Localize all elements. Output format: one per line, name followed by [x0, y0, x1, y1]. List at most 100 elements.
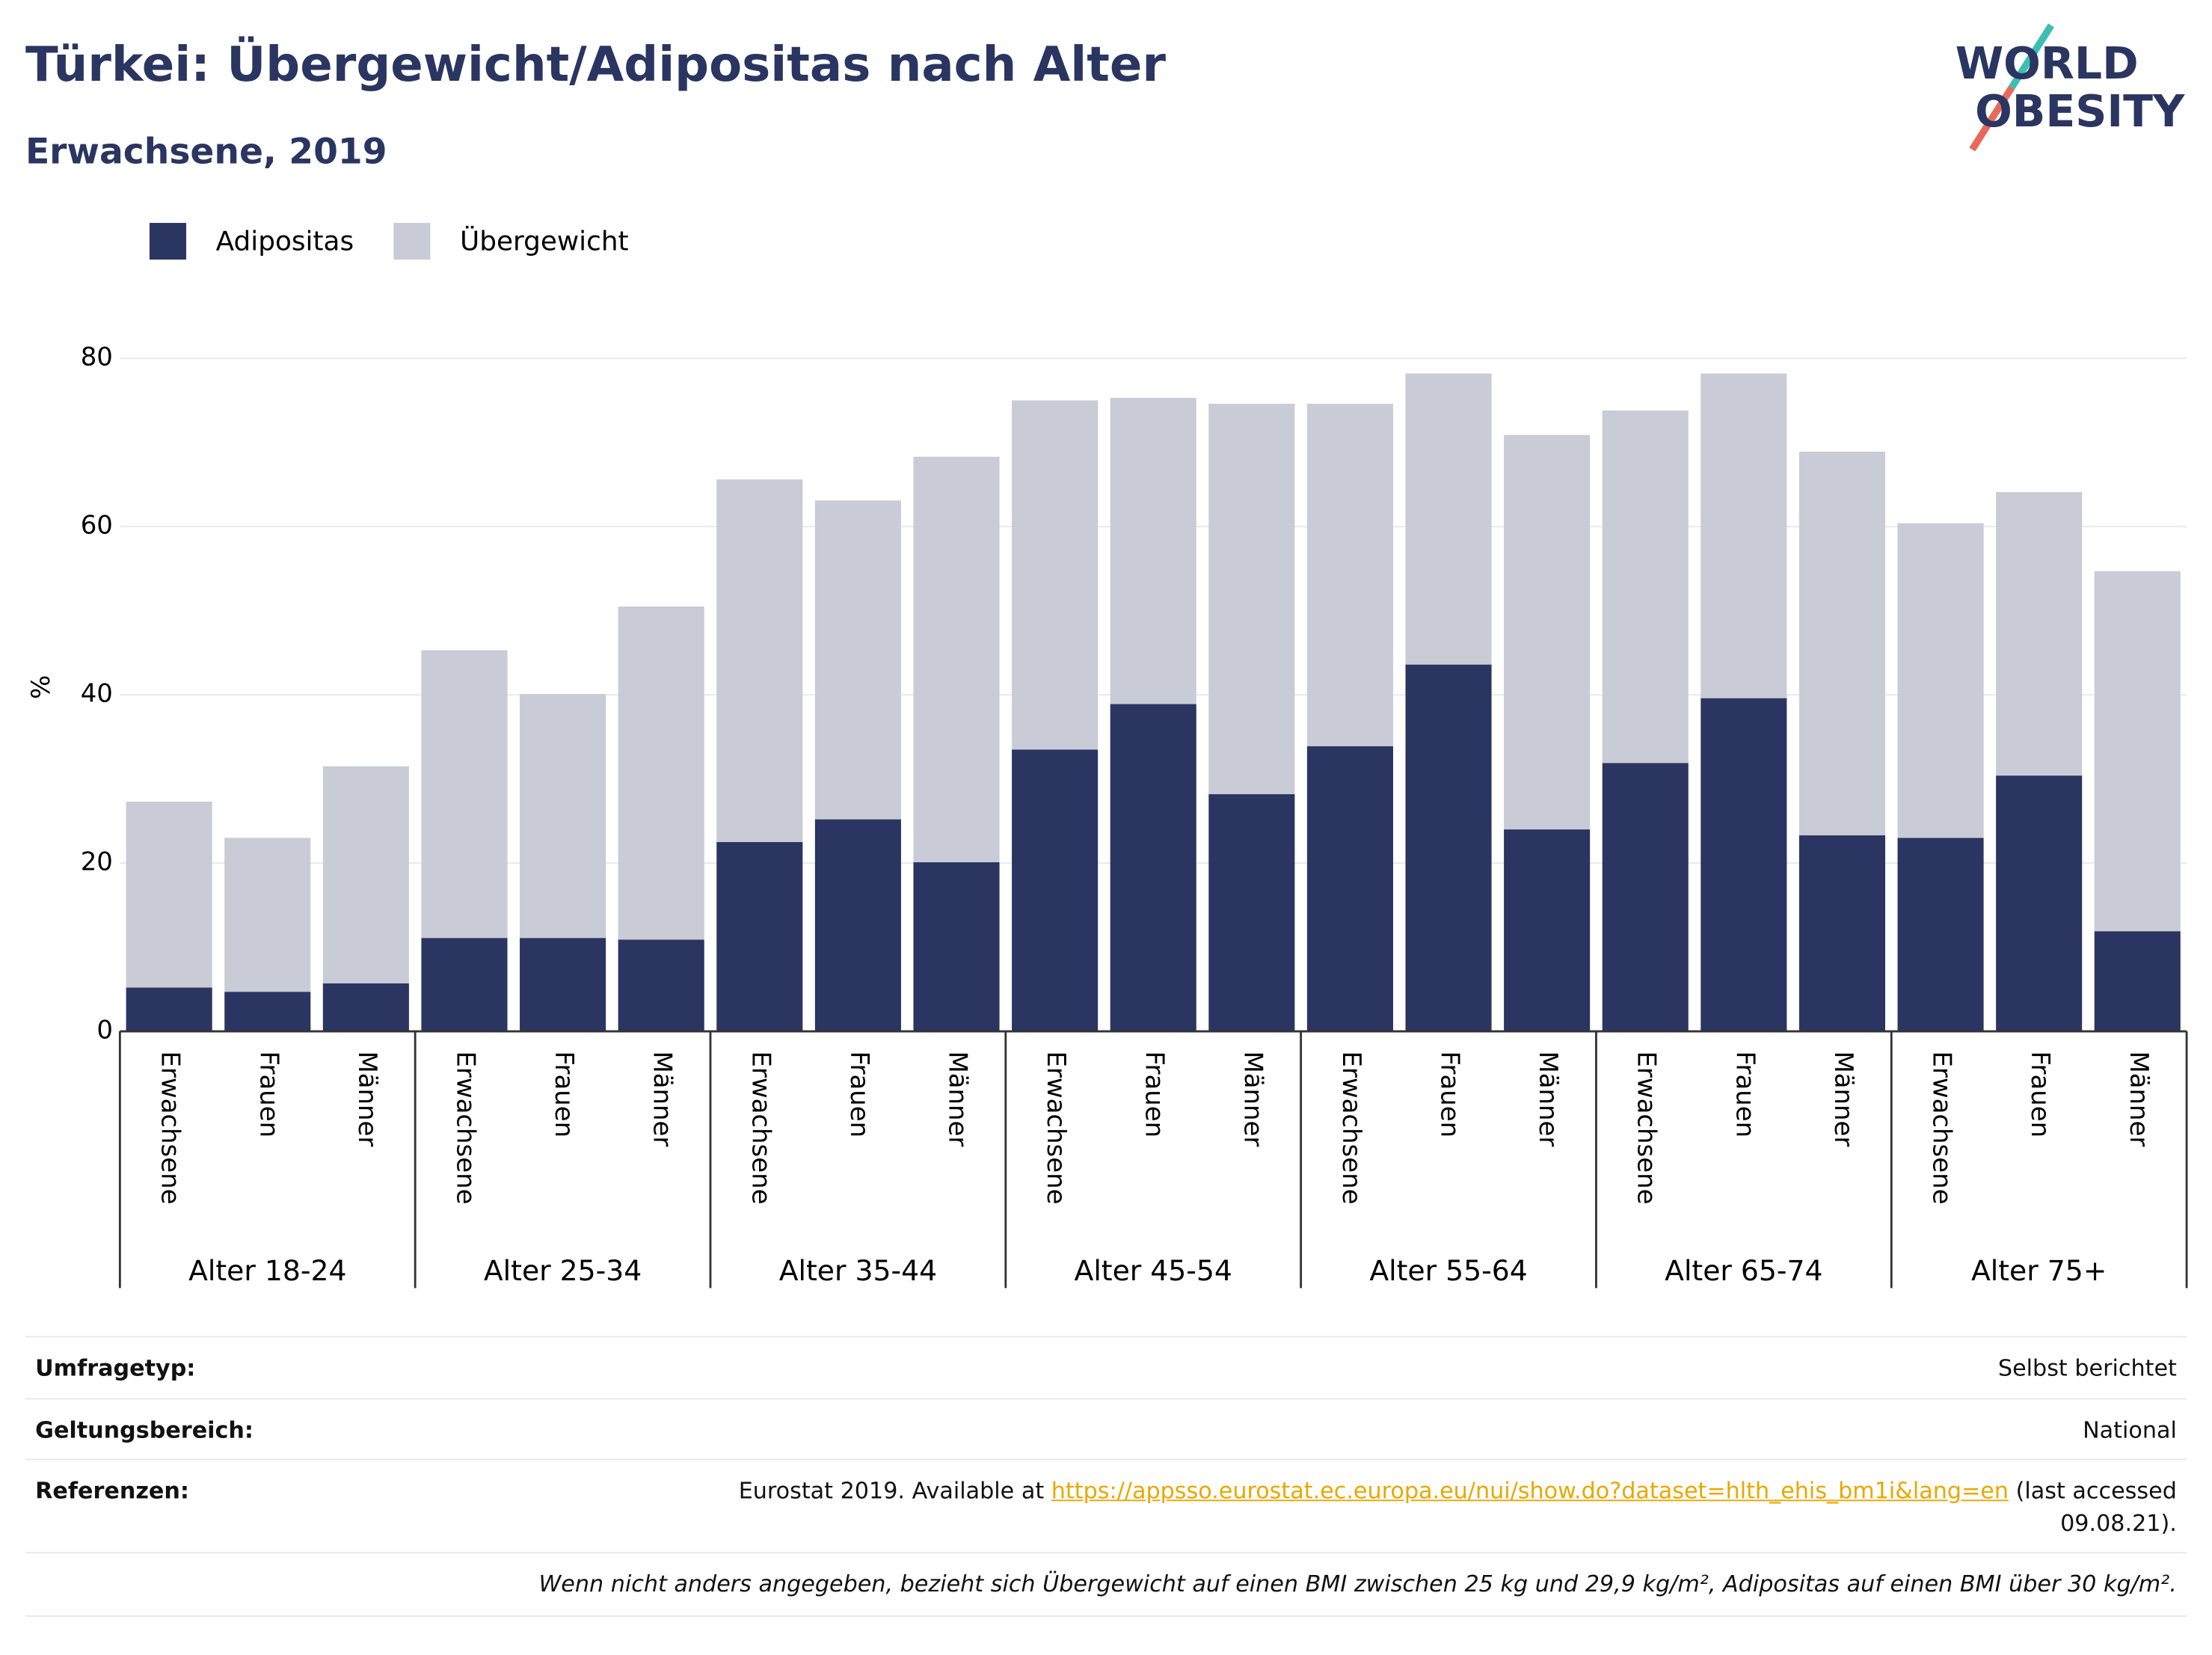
- bar-segment: [421, 650, 508, 939]
- bar-segment: [520, 938, 606, 1032]
- x-tick-label: Frauen: [2025, 1051, 2055, 1137]
- logo-text: WORLD: [1956, 38, 2139, 89]
- bar-segment: [1701, 698, 1787, 1032]
- bar-segment: [1306, 746, 1393, 1032]
- bar-segment: [1798, 452, 1885, 835]
- bar-segment: [1110, 704, 1196, 1032]
- chart-title: Türkei: Übergewicht/Adipositas nach Alte…: [25, 36, 1166, 93]
- y-tick-label: 0: [96, 1016, 113, 1045]
- bar-segment: [814, 500, 901, 820]
- ref-text: (last accessed 09.08.21).: [2015, 1477, 2177, 1537]
- legend-label: Adipositas: [216, 226, 354, 257]
- bar-segment: [716, 479, 803, 842]
- info-label: Umfragetyp:: [35, 1354, 196, 1381]
- bar-segment: [126, 801, 212, 988]
- legend-label: Übergewicht: [460, 225, 629, 257]
- bar-segment: [1602, 410, 1689, 764]
- bar-segment: [1208, 403, 1295, 794]
- bar-segment: [1897, 523, 1984, 838]
- x-tick-label: Männer: [943, 1051, 973, 1146]
- group-label: Alter 25-34: [484, 1254, 642, 1287]
- bar-segment: [1798, 835, 1885, 1032]
- bar-segment: [1405, 373, 1492, 665]
- x-tick-label: Frauen: [1435, 1051, 1465, 1137]
- info-row: Geltungsbereich: National: [25, 1398, 2187, 1443]
- x-tick-label: Männer: [648, 1051, 678, 1146]
- x-tick-label: Männer: [1238, 1051, 1268, 1146]
- info-row: Umfragetyp: Selbst berichtet: [25, 1336, 2187, 1381]
- chart-subtitle: Erwachsene, 2019: [25, 132, 387, 173]
- ref-link[interactable]: https://appsso.eurostat.ec.europa.eu/nui…: [1051, 1477, 2009, 1505]
- bar-segment: [224, 992, 311, 1032]
- bar-segment: [1996, 776, 2083, 1032]
- y-tick-label: 40: [81, 679, 113, 709]
- bar-segment: [913, 456, 1000, 862]
- bar-segment: [520, 693, 606, 939]
- group-label: Alter 35-44: [779, 1254, 937, 1287]
- bar-segment: [2094, 571, 2181, 932]
- bar-segment: [1012, 749, 1099, 1032]
- info-value: National: [2083, 1416, 2177, 1443]
- legend-swatch: [149, 223, 187, 260]
- x-tick-label: Männer: [352, 1051, 382, 1146]
- info-label: Geltungsbereich:: [35, 1416, 254, 1443]
- bar-segment: [1602, 763, 1689, 1032]
- group-label: Alter 55-64: [1369, 1254, 1527, 1287]
- y-tick-label: 60: [81, 511, 113, 541]
- bar-segment: [1110, 398, 1196, 704]
- bar-segment: [126, 987, 212, 1032]
- logo-slash: [2009, 23, 2054, 90]
- bar-segment: [322, 766, 409, 983]
- logo-text: OBESITY: [1975, 86, 2185, 137]
- y-tick-label: 80: [81, 343, 113, 372]
- note: Wenn nicht anders angegeben, bezieht sic…: [538, 1570, 2177, 1597]
- y-tick-label: 20: [81, 847, 113, 877]
- x-tick-label: Frauen: [1730, 1051, 1760, 1137]
- bar-segment: [1405, 664, 1492, 1032]
- bar-segment: [716, 841, 803, 1032]
- x-tick-label: Männer: [2124, 1051, 2154, 1146]
- x-tick-label: Frauen: [844, 1051, 874, 1137]
- x-tick-label: Erwachsene: [1041, 1051, 1071, 1204]
- bar-segment: [421, 938, 508, 1032]
- info-value: Selbst berichtet: [1997, 1354, 2177, 1381]
- x-tick-label: Frauen: [254, 1051, 283, 1137]
- x-tick-label: Männer: [1533, 1051, 1563, 1146]
- bar-segment: [913, 862, 1000, 1032]
- legend-swatch: [393, 223, 431, 260]
- bar-segment: [618, 939, 704, 1032]
- logo-slash: [1969, 85, 2015, 152]
- group-label: Alter 75+: [1971, 1254, 2107, 1287]
- info-row: Referenzen: Eurostat 2019. Available at h…: [25, 1458, 2187, 1536]
- x-tick-label: Erwachsene: [156, 1051, 185, 1204]
- chart: Türkei: Übergewicht/Adipositas nach Alte…: [25, 23, 2188, 1289]
- bar-segment: [618, 606, 704, 940]
- info-value: Eurostat 2019. Available at https://apps…: [625, 1474, 2177, 1539]
- x-tick-label: Männer: [1828, 1051, 1858, 1146]
- bar-segment: [1012, 400, 1099, 750]
- bar-segment: [224, 838, 311, 992]
- bar-segment: [814, 819, 901, 1032]
- x-tick-label: Erwachsene: [1927, 1051, 1957, 1204]
- bar-segment: [1897, 838, 1984, 1032]
- bar-segment: [1306, 403, 1393, 746]
- group-label: Alter 45-54: [1075, 1254, 1232, 1287]
- group-label: Alter 65-74: [1665, 1254, 1822, 1287]
- x-tick-label: Erwachsene: [1632, 1051, 1662, 1204]
- info-row: Wenn nicht anders angegeben, bezieht sic…: [25, 1552, 2187, 1617]
- bar-segment: [1701, 373, 1787, 698]
- bar-segment: [322, 983, 409, 1032]
- x-tick-label: Erwachsene: [746, 1051, 775, 1204]
- info-label: Referenzen:: [35, 1477, 189, 1505]
- y-axis-label: %: [26, 675, 56, 699]
- x-tick-label: Erwachsene: [1336, 1051, 1366, 1204]
- bar-segment: [1208, 793, 1295, 1032]
- x-tick-label: Erwachsene: [450, 1051, 480, 1204]
- x-tick-label: Frauen: [549, 1051, 579, 1137]
- bar-segment: [1504, 435, 1591, 830]
- bar-segment: [2094, 931, 2181, 1032]
- x-tick-label: Frauen: [1140, 1051, 1170, 1137]
- bar-segment: [1996, 492, 2083, 776]
- bar-segment: [1504, 829, 1591, 1032]
